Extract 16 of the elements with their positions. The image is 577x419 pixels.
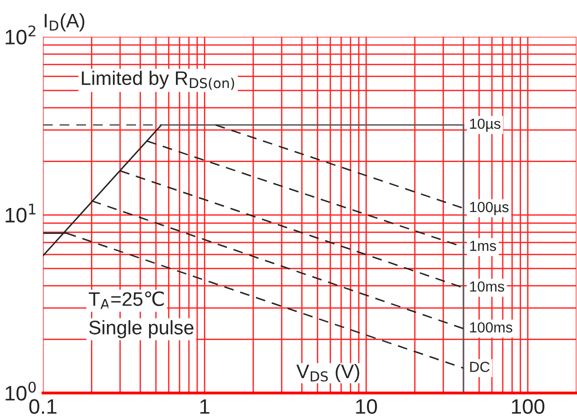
x-tick-label: 0.1	[29, 399, 56, 414]
x-tick-label: 10	[356, 399, 377, 414]
annotation: Single pulse	[89, 320, 194, 338]
annotation: Limited by R$_{DS(on)}$	[82, 70, 234, 90]
y-tick-label: 10$^{2}$	[6, 25, 36, 44]
series-label: 100ms	[470, 322, 512, 333]
y-axis-title: I$_{D}$(A)	[44, 13, 84, 32]
x-tick-label: 1	[200, 399, 210, 414]
series-label: 100µs	[470, 202, 509, 216]
x-axis-title: V$_{DS}$ (V)	[296, 364, 360, 382]
series-label: 1ms	[470, 240, 496, 251]
series-label: 10µs	[470, 118, 500, 132]
x-tick-label: 100	[512, 399, 544, 414]
series-label: 10ms	[470, 281, 504, 292]
y-tick-label: 10$^{1}$	[6, 204, 36, 223]
series-label: DC	[470, 362, 490, 372]
